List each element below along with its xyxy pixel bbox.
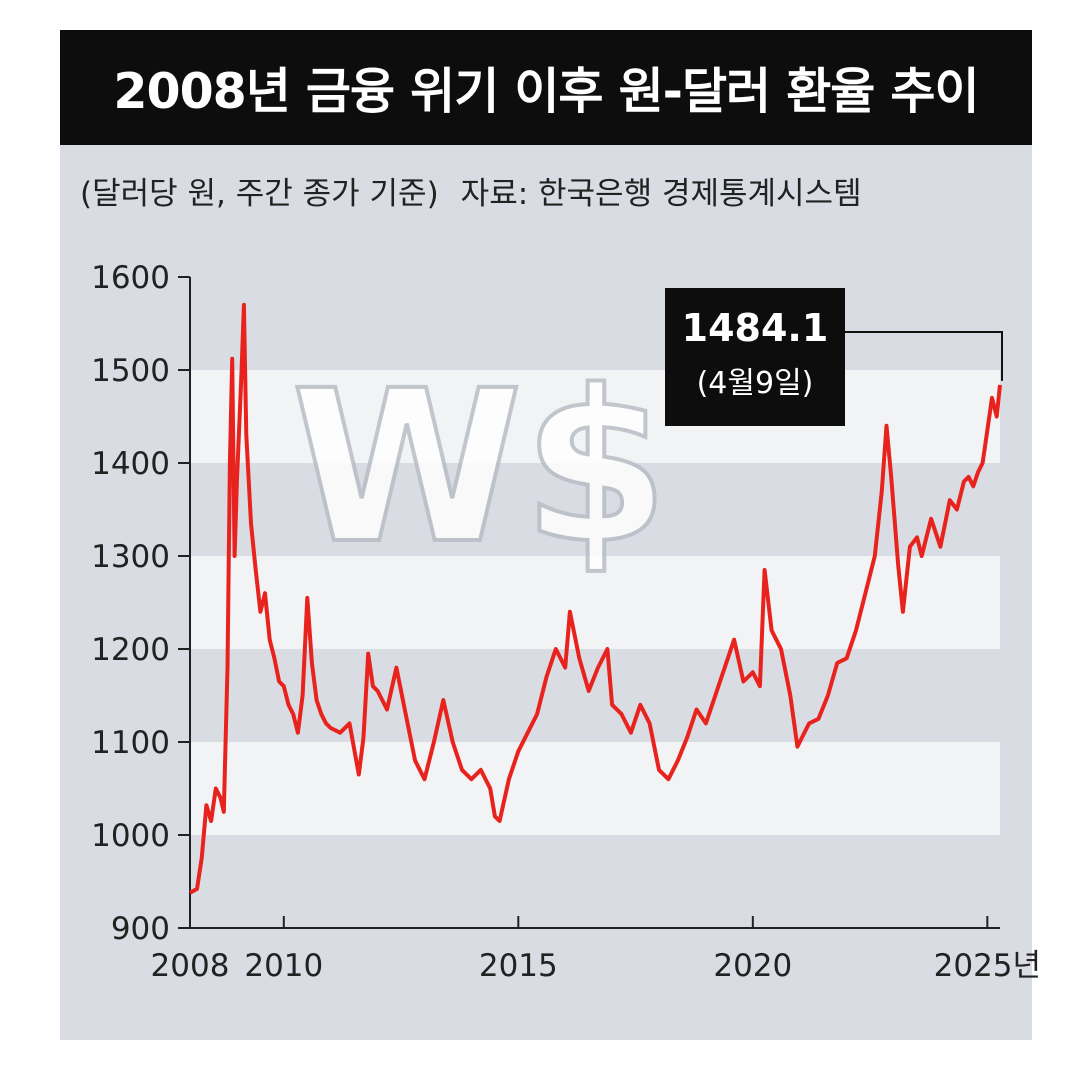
x-tick-label: 2008 — [151, 948, 230, 984]
source-note: 자료: 한국은행 경제통계시스템 — [460, 176, 862, 212]
title-bar: 2008년 금융 위기 이후 원-달러 환율 추이 — [60, 30, 1032, 145]
x-tick-label: 2010 — [244, 948, 323, 984]
y-tick-label: 900 — [111, 911, 170, 947]
latest-date: (4월9일) — [696, 366, 814, 401]
x-tick-label: 2015 — [479, 948, 558, 984]
y-tick-label: 1200 — [91, 632, 170, 668]
x-tick-label: 2025년 — [934, 948, 1041, 984]
latest-value-callout: 1484.1 (4월9일) — [665, 288, 845, 426]
x-axis: 2008 2010 2015 2020 2025년 — [151, 916, 1041, 984]
background-bands — [190, 370, 1000, 835]
x-tick-label: 2020 — [713, 948, 792, 984]
callout-leader-line — [845, 331, 1003, 381]
subtitle-row: (달러당 원, 주간 종가 기준) 자료: 한국은행 경제통계시스템 — [80, 168, 862, 213]
chart-panel — [60, 30, 1032, 1040]
latest-value: 1484.1 — [681, 306, 829, 350]
chart-title: 2008년 금융 위기 이후 원-달러 환율 추이 — [113, 63, 979, 120]
y-tick-label: 1600 — [91, 260, 170, 296]
y-axis: 900 1000 1100 1200 1300 1400 1500 1600 — [91, 260, 191, 947]
y-tick-label: 1100 — [91, 725, 170, 761]
y-tick-label: 1300 — [91, 539, 170, 575]
y-tick-label: 1500 — [91, 353, 170, 389]
exchange-rate-line — [189, 302, 1002, 895]
y-tick-label: 1000 — [91, 818, 170, 854]
grid-band — [190, 370, 1000, 463]
watermark: W$ — [291, 345, 669, 590]
unit-note: (달러당 원, 주간 종가 기준) — [80, 176, 439, 212]
y-tick-label: 1400 — [91, 446, 170, 482]
grid-band — [190, 742, 1000, 835]
